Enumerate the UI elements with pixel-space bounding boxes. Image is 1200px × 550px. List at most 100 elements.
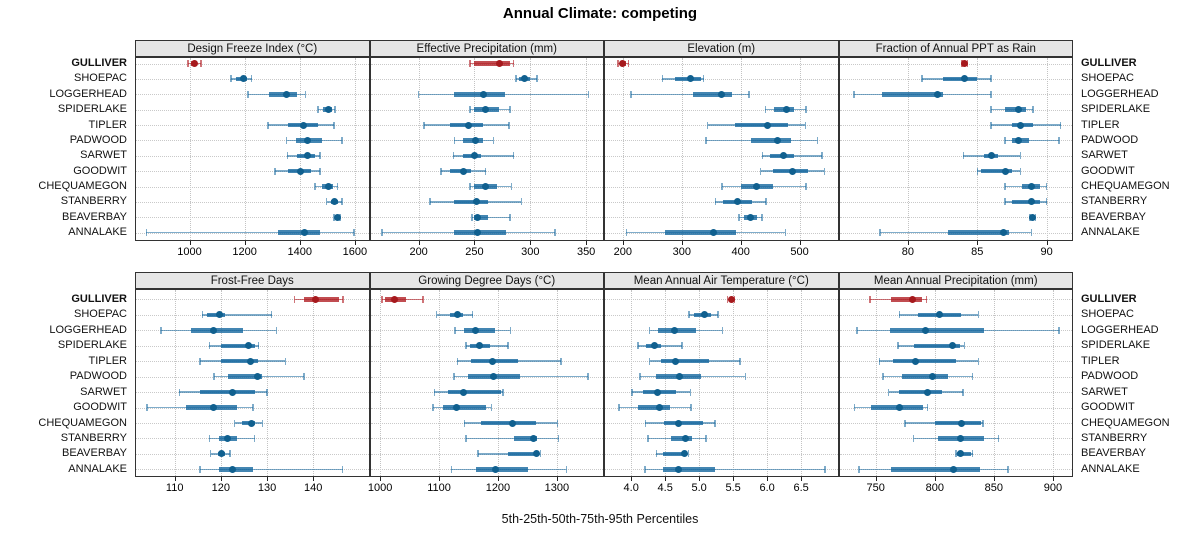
percentile-marker-chequamegon-median-dot bbox=[1027, 183, 1035, 191]
site-label-left-annalake: ANNALAKE bbox=[68, 462, 127, 475]
percentile-marker-tipler-median-dot bbox=[465, 121, 473, 129]
percentile-marker-chequamegon-cap-5th bbox=[233, 419, 236, 427]
panel-elevation-m bbox=[604, 57, 839, 241]
percentile-marker-goodwit-cap-95th bbox=[926, 404, 929, 412]
gridline-x bbox=[244, 58, 246, 240]
percentile-marker-gulliver-cap-95th bbox=[925, 295, 928, 303]
axis-tick bbox=[875, 477, 877, 481]
gridline-x bbox=[801, 290, 803, 476]
percentile-marker-spiderlake-cap-95th bbox=[507, 342, 509, 350]
site-label-left-loggerhead: LOGGERHEAD bbox=[49, 323, 127, 336]
percentile-marker-tipler-cap-5th bbox=[990, 121, 992, 129]
gridline-y bbox=[136, 217, 369, 219]
axis-tick-label: 1300 bbox=[544, 482, 570, 494]
gridline-y bbox=[605, 63, 838, 65]
percentile-marker-beaverbay-cap-5th bbox=[471, 213, 473, 221]
axis-tick-label: 1200 bbox=[232, 246, 257, 258]
percentile-marker-tipler-median-dot bbox=[1016, 121, 1024, 129]
percentile-marker-tipler-iqr-band bbox=[661, 358, 710, 364]
percentile-marker-padwood-cap-95th bbox=[816, 136, 819, 144]
percentile-marker-tipler-median-dot bbox=[764, 121, 772, 129]
percentile-marker-annalake-cap-95th bbox=[1030, 229, 1033, 237]
percentile-marker-stanberry-cap-95th bbox=[520, 198, 523, 206]
gridline-y bbox=[839, 109, 1072, 111]
percentile-marker-shoepac-cap-5th bbox=[898, 311, 901, 319]
axis-tick-label: 850 bbox=[984, 482, 1004, 494]
percentile-marker-chequamegon-cap-95th bbox=[261, 419, 264, 427]
percentile-marker-goodwit-cap-5th bbox=[618, 404, 620, 412]
axis-tick-label: 1000 bbox=[367, 482, 393, 494]
site-label-left-gulliver: GULLIVER bbox=[71, 292, 127, 305]
percentile-marker-padwood-iqr-band bbox=[227, 374, 263, 379]
percentile-marker-sarwet-cap-5th bbox=[761, 152, 764, 160]
percentile-marker-shoepac-median-dot bbox=[215, 311, 223, 319]
percentile-marker-stanberry-median-dot bbox=[1027, 198, 1035, 206]
axis-tick bbox=[681, 241, 683, 245]
percentile-marker-beaverbay-cap-95th bbox=[229, 450, 231, 458]
gridline-x bbox=[313, 290, 315, 476]
gridline-x bbox=[220, 290, 222, 476]
site-label-right-stanberry: STANBERRY bbox=[1081, 431, 1148, 444]
axis-tick-label: 1200 bbox=[485, 482, 511, 494]
percentile-marker-padwood-median-dot bbox=[1015, 136, 1023, 144]
percentile-marker-padwood-cap-95th bbox=[587, 373, 589, 381]
panel-design-freeze-index-c bbox=[135, 57, 370, 241]
panel-strip-label: Frost-Free Days bbox=[210, 274, 294, 287]
gridline-x bbox=[733, 290, 735, 476]
axis-tick-label: 750 bbox=[866, 482, 885, 494]
percentile-marker-spiderlake-cap-5th bbox=[465, 342, 467, 350]
percentile-marker-annalake-cap-95th bbox=[784, 229, 787, 237]
percentile-marker-loggerhead-iqr-band bbox=[454, 92, 505, 97]
percentile-marker-sarwet-median-dot bbox=[653, 388, 661, 396]
percentile-marker-beaverbay-cap-95th bbox=[687, 450, 690, 458]
percentile-marker-loggerhead-range bbox=[631, 93, 749, 95]
site-label-right-goodwit: GOODWIT bbox=[1081, 164, 1135, 177]
percentile-marker-spiderlake-cap-95th bbox=[963, 342, 966, 350]
site-label-right-shoepac: SHOEPAC bbox=[1081, 72, 1134, 85]
percentile-marker-stanberry-cap-5th bbox=[647, 434, 649, 442]
percentile-marker-tipler-cap-5th bbox=[706, 121, 709, 129]
axis-tick bbox=[497, 477, 499, 481]
site-label-right-gulliver: GULLIVER bbox=[1081, 292, 1137, 305]
percentile-marker-beaverbay-median-dot bbox=[1029, 213, 1037, 221]
gridline-x bbox=[699, 290, 701, 476]
percentile-marker-shoepac-median-dot bbox=[686, 75, 694, 83]
panel-strip-fraction-of-annual-ppt-as-rain: Fraction of Annual PPT as Rain bbox=[838, 40, 1073, 57]
percentile-marker-goodwit-median-dot bbox=[895, 404, 903, 412]
panel-effective-precipitation-mm bbox=[369, 57, 604, 241]
axis-tick bbox=[299, 241, 301, 245]
percentile-marker-tipler-cap-95th bbox=[1059, 121, 1062, 129]
percentile-marker-annalake-cap-5th bbox=[644, 465, 646, 473]
percentile-marker-padwood-cap-5th bbox=[882, 373, 884, 381]
percentile-marker-sarwet-iqr-band bbox=[899, 389, 942, 395]
percentile-marker-padwood-median-dot bbox=[928, 373, 936, 381]
percentile-marker-padwood-iqr-band bbox=[901, 374, 948, 379]
gridline-x bbox=[354, 58, 356, 240]
percentile-marker-spiderlake-median-dot bbox=[475, 342, 483, 350]
gridline-y bbox=[605, 314, 838, 316]
site-label-left-beaverbay: BEAVERBAY bbox=[61, 210, 127, 223]
percentile-marker-gulliver-median-dot bbox=[495, 60, 503, 67]
percentile-marker-padwood-cap-95th bbox=[971, 373, 974, 381]
gridline-y bbox=[136, 125, 369, 127]
percentile-marker-shoepac-cap-95th bbox=[990, 75, 992, 83]
percentile-marker-gulliver-cap-5th bbox=[469, 60, 471, 67]
percentile-marker-loggerhead-median-dot bbox=[718, 90, 726, 98]
percentile-marker-sarwet-cap-5th bbox=[433, 388, 436, 396]
percentile-marker-sarwet-iqr-band bbox=[200, 389, 255, 395]
site-label-right-beaverbay: BEAVERBAY bbox=[1081, 447, 1147, 460]
axis-tick bbox=[267, 477, 269, 481]
percentile-marker-chequamegon-median-dot bbox=[482, 183, 490, 191]
percentile-marker-shoepac-cap-5th bbox=[921, 75, 923, 83]
percentile-marker-spiderlake-cap-95th bbox=[509, 106, 511, 114]
percentile-marker-tipler-median-dot bbox=[247, 357, 255, 365]
percentile-marker-loggerhead-iqr-band bbox=[889, 328, 985, 333]
percentile-marker-loggerhead-iqr-band bbox=[692, 92, 733, 97]
gridline-x bbox=[439, 290, 441, 476]
percentile-marker-goodwit-cap-5th bbox=[976, 167, 978, 175]
axis-tick bbox=[313, 477, 315, 481]
percentile-marker-goodwit-cap-5th bbox=[432, 404, 434, 412]
percentile-marker-chequamegon-cap-5th bbox=[904, 419, 906, 427]
gridline-y bbox=[605, 109, 838, 111]
percentile-marker-sarwet-median-dot bbox=[303, 152, 311, 160]
